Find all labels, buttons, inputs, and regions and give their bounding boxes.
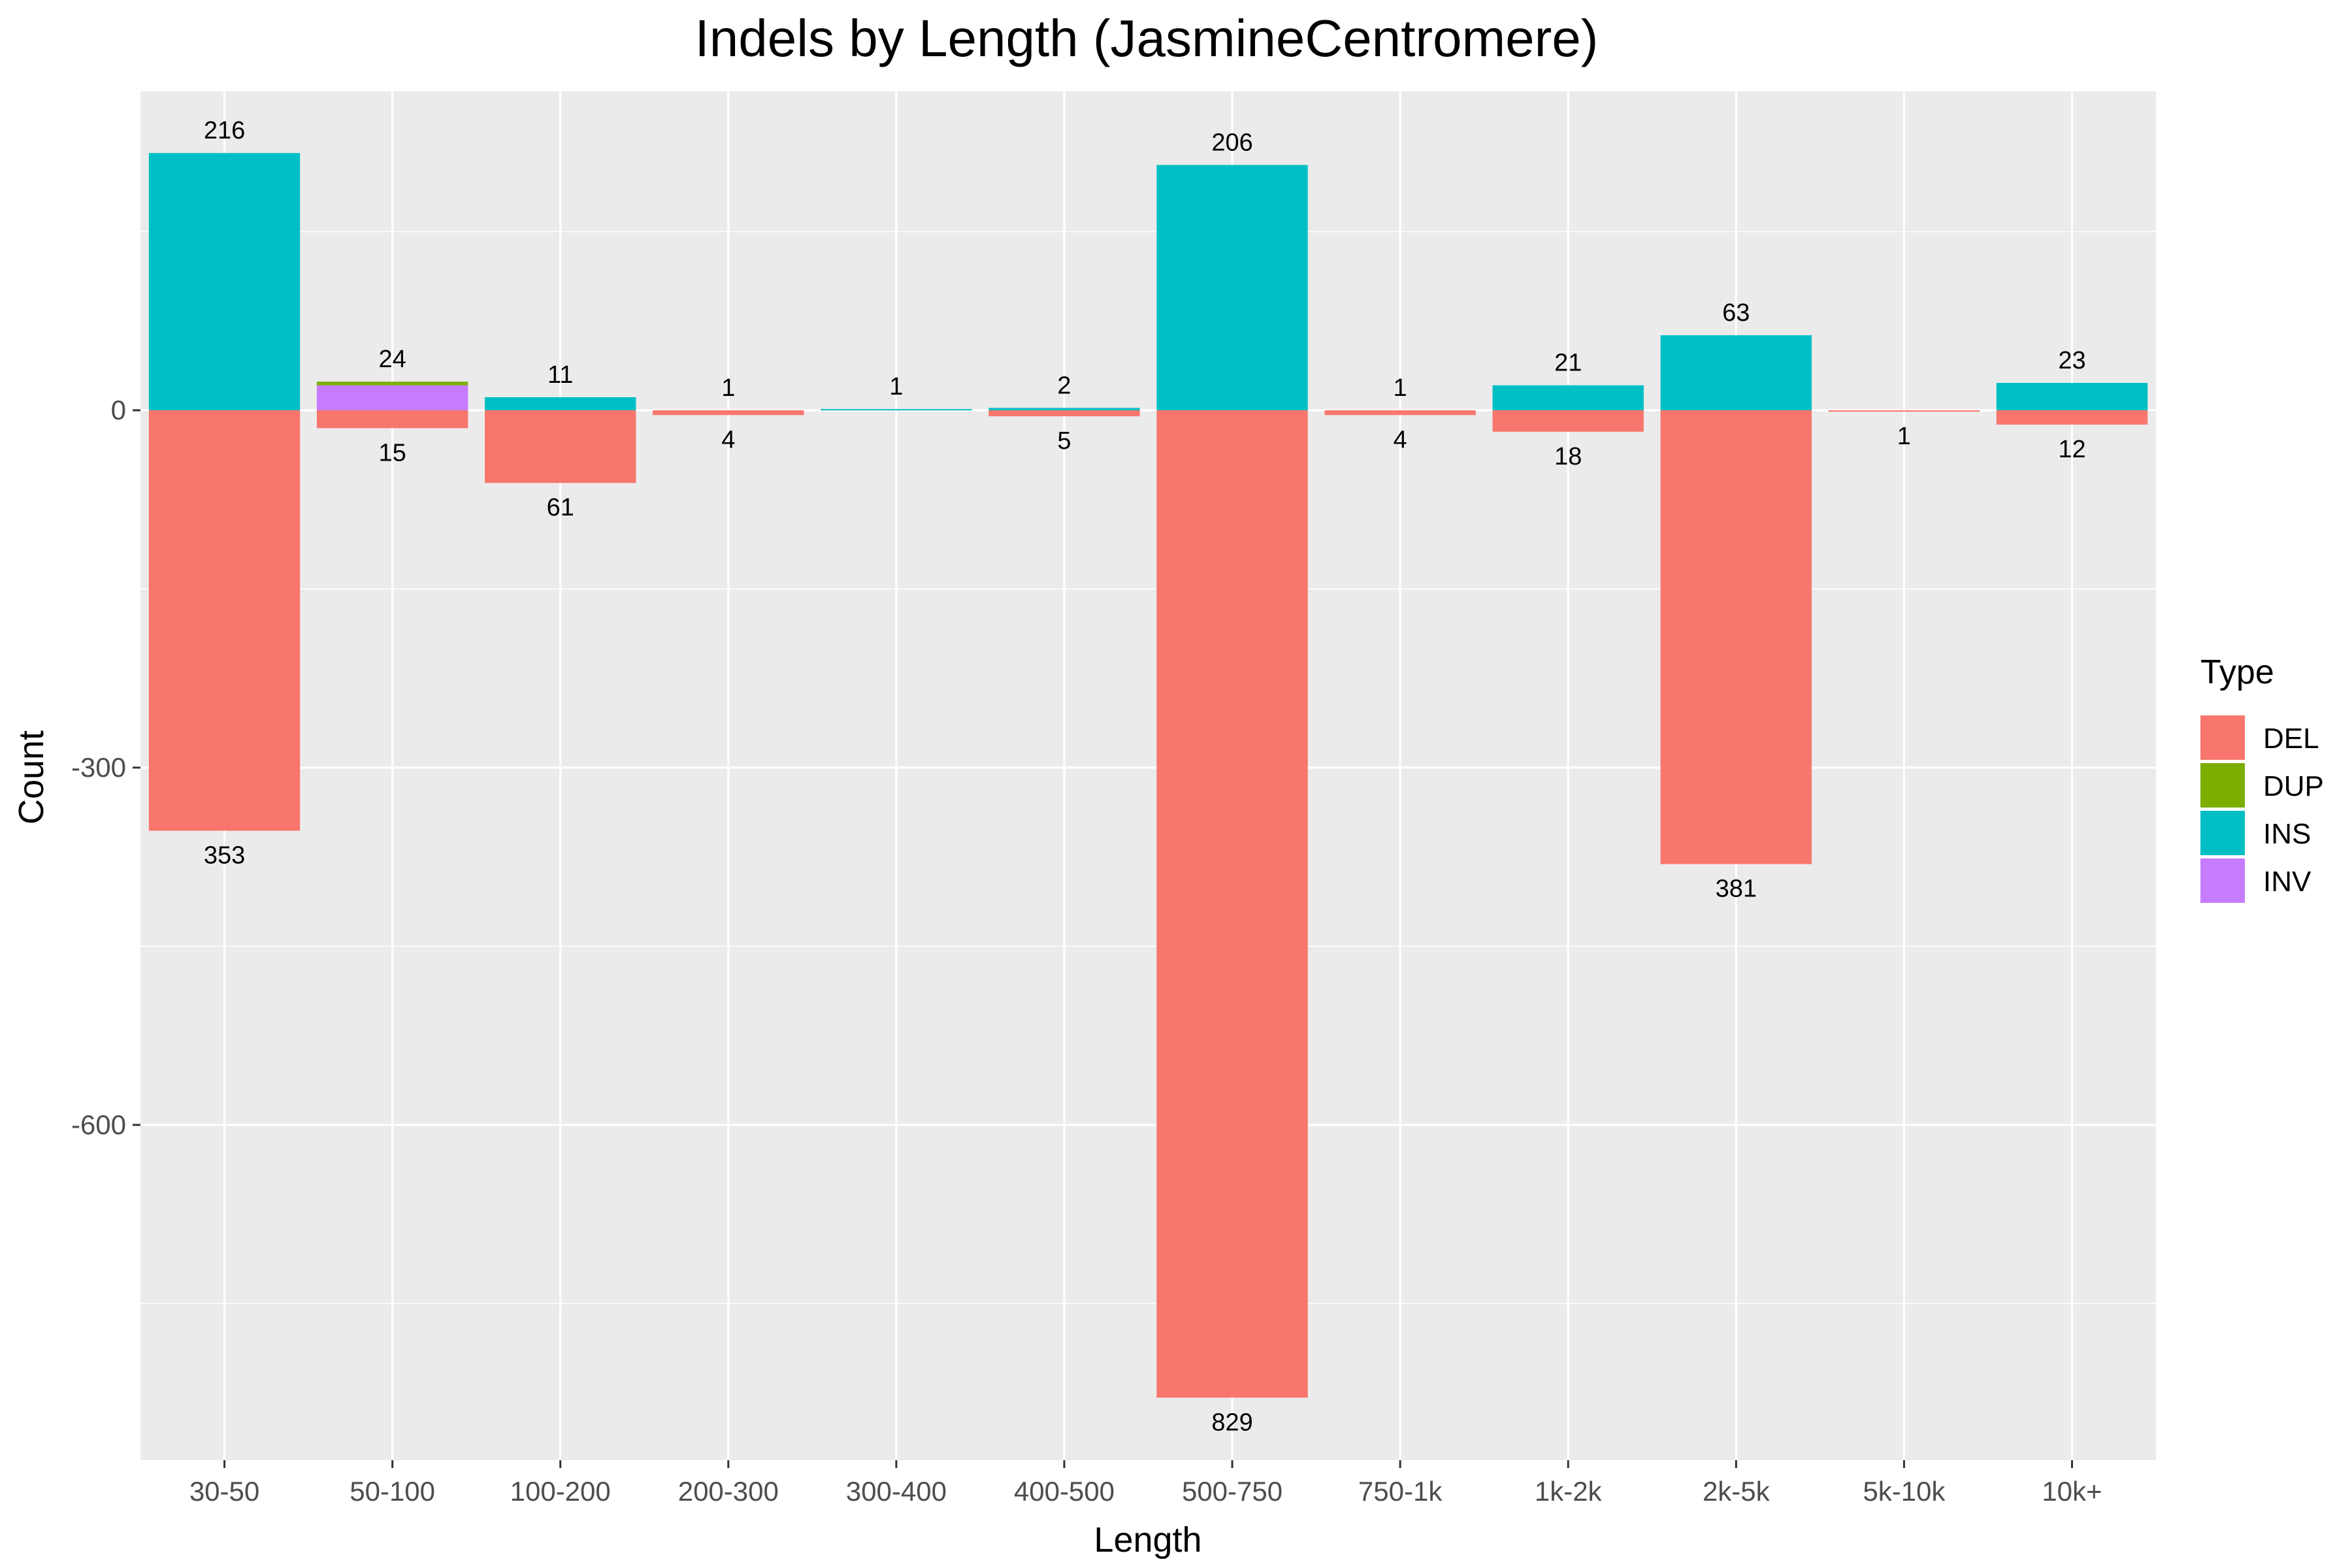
bar-ins-2k-5k <box>1660 335 1812 410</box>
x-tick-label-100-200: 100-200 <box>510 1476 611 1507</box>
legend: Type DEL DUP INS INV <box>2200 653 2324 903</box>
x-axis-title: Length <box>1094 1520 1201 1560</box>
y-axis-title: Count <box>12 730 51 825</box>
data-label-top-100-200: 11 <box>547 361 573 389</box>
data-label-bottom-750-1k: 4 <box>1394 426 1407 453</box>
x-tick-label-2k-5k: 2k-5k <box>1703 1476 1771 1507</box>
bar-ins-10k+ <box>1996 383 2148 410</box>
data-label-bottom-100-200: 61 <box>547 494 574 521</box>
legend-title: Type <box>2200 653 2274 691</box>
bar-ins-500-750 <box>1156 165 1308 410</box>
data-label-top-10k+: 23 <box>2058 347 2085 374</box>
bars <box>148 153 2148 1398</box>
data-label-bottom-2k-5k: 381 <box>1716 875 1757 903</box>
y-tick-label: 0 <box>111 395 126 425</box>
data-label-top-2k-5k: 63 <box>1722 299 1750 327</box>
x-tick-label-50-100: 50-100 <box>350 1476 435 1507</box>
data-label-top-500-750: 206 <box>1211 129 1252 156</box>
data-label-bottom-10k+: 12 <box>2058 436 2085 463</box>
x-tick-label-200-300: 200-300 <box>678 1476 779 1507</box>
legend-key-ins <box>2200 811 2245 855</box>
legend-key-del <box>2200 715 2245 760</box>
bar-del-50-100 <box>316 410 468 429</box>
bar-del-100-200 <box>485 410 636 483</box>
bar-del-30-50 <box>148 410 301 831</box>
legend-label-ins: INS <box>2263 818 2311 850</box>
x-tick-label-30-50: 30-50 <box>189 1476 259 1507</box>
data-label-bottom-50-100: 15 <box>378 439 406 466</box>
data-label-top-200-300: 1 <box>721 374 735 402</box>
data-label-bottom-1k-2k: 18 <box>1554 443 1582 470</box>
x-axis: 30-50 50-100 100-200 200-300 300-400 400-500 5… <box>189 1460 2102 1507</box>
bar-del-1k-2k <box>1492 410 1644 432</box>
chart-title: Indels by Length (JasmineCentromere) <box>695 9 1599 67</box>
plot-panel <box>140 91 2156 1460</box>
x-tick-label-1k-2k: 1k-2k <box>1535 1476 1603 1507</box>
bar-del-500-750 <box>1156 410 1308 1398</box>
y-tick-label: -300 <box>71 752 126 783</box>
data-label-bottom-400-500: 5 <box>1057 427 1071 455</box>
legend-label-del: DEL <box>2263 723 2319 755</box>
data-label-top-300-400: 1 <box>889 373 903 400</box>
bar-inv-50-100 <box>316 385 468 410</box>
bar-del-200-300 <box>653 410 804 416</box>
bar-dup-50-100 <box>316 382 468 385</box>
x-tick-label-750-1k: 750-1k <box>1358 1476 1443 1507</box>
legend-key-dup <box>2200 763 2245 808</box>
x-tick-label-5k-10k: 5k-10k <box>1863 1476 1946 1507</box>
data-label-bottom-500-750: 829 <box>1211 1409 1252 1436</box>
bar-del-400-500 <box>988 410 1140 417</box>
data-label-top-750-1k: 1 <box>1394 374 1407 402</box>
bar-del-10k+ <box>1996 410 2148 425</box>
data-label-bottom-30-50: 353 <box>204 842 245 870</box>
legend-label-inv: INV <box>2263 866 2311 898</box>
bar-del-2k-5k <box>1660 410 1812 864</box>
legend-key-inv <box>2200 858 2245 903</box>
bar-ins-300-400 <box>821 409 972 411</box>
x-tick-label-400-500: 400-500 <box>1014 1476 1115 1507</box>
data-label-top-400-500: 2 <box>1057 372 1071 399</box>
x-tick-label-300-400: 300-400 <box>846 1476 947 1507</box>
data-label-top-50-100: 24 <box>378 346 406 373</box>
bar-ins-100-200 <box>485 397 636 410</box>
bar-ins-30-50 <box>148 153 301 410</box>
data-label-bottom-200-300: 4 <box>721 426 735 453</box>
legend-label-dup: DUP <box>2263 770 2324 802</box>
x-tick-label-500-750: 500-750 <box>1182 1476 1282 1507</box>
bar-ins-400-500 <box>988 408 1140 410</box>
x-tick-label-10k+: 10k+ <box>2042 1476 2102 1507</box>
bar-ins-1k-2k <box>1492 385 1644 410</box>
y-tick-label: -600 <box>71 1109 126 1140</box>
data-label-top-1k-2k: 21 <box>1554 350 1582 377</box>
bar-del-750-1k <box>1324 410 1476 416</box>
bar-del-5k-10k <box>1828 410 1980 412</box>
data-label-bottom-5k-10k: 1 <box>1897 423 1911 450</box>
data-label-top-30-50: 216 <box>204 117 245 144</box>
y-axis: 0 -300 -600 <box>71 395 140 1140</box>
